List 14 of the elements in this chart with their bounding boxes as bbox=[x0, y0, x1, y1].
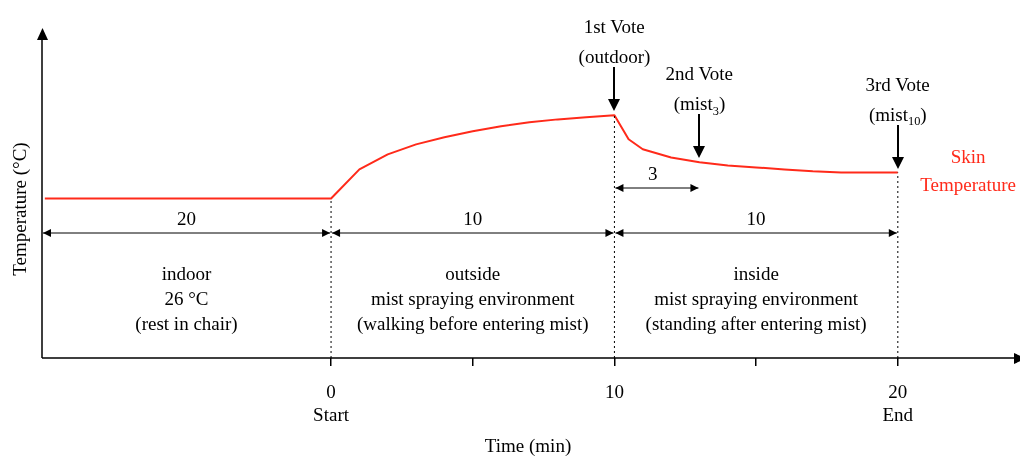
annotation: indoor 26 °C (rest in chair) bbox=[135, 263, 238, 335]
annotation: outside mist spraying environment (walking before entering mist) bbox=[356, 263, 589, 335]
x-tick-label: 0 Start bbox=[313, 381, 350, 426]
annotation: inside mist spraying environment (standing after entering mist) bbox=[645, 263, 867, 335]
x-axis-title: Time (min) bbox=[484, 434, 572, 457]
annotation: 20 bbox=[177, 208, 197, 229]
x-tick-label: 20 End bbox=[882, 381, 914, 426]
annotation: 10 bbox=[746, 208, 766, 229]
x-tick-label: 10 bbox=[604, 381, 624, 403]
annotation: 1st Vote (outdoor) bbox=[578, 16, 651, 69]
annotation: 3 bbox=[647, 163, 658, 184]
series-label: Skin Temperature bbox=[920, 145, 1017, 195]
annotation: 10 bbox=[463, 208, 483, 229]
y-axis-title: Temperature (°C) bbox=[9, 142, 31, 276]
